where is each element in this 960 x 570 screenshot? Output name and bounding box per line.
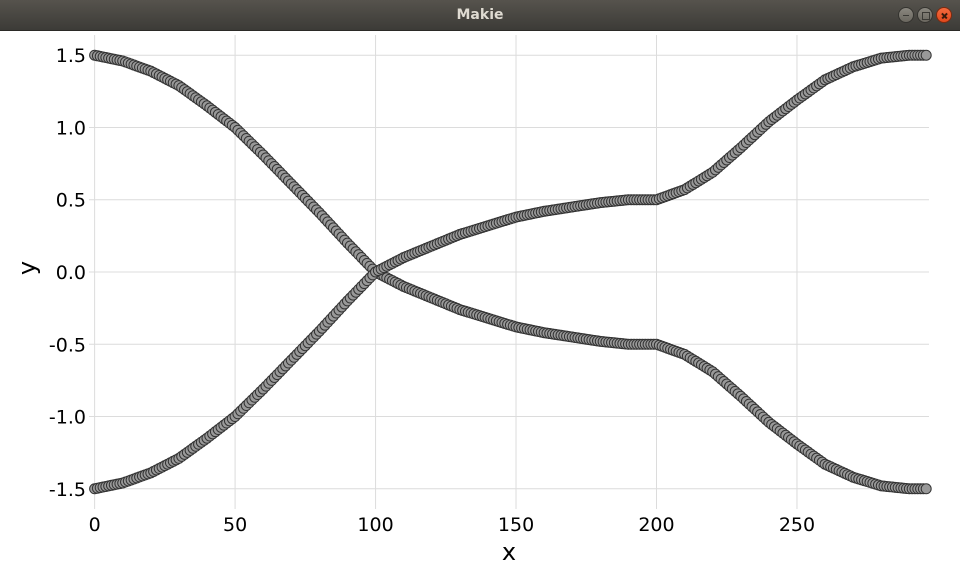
data-points [89,49,932,495]
y-tick-label: 1.0 [56,117,86,139]
x-tick-label: 100 [357,514,393,536]
y-tick-label: -1.0 [49,407,86,429]
window-controls [898,7,952,23]
y-tick-label: 0.0 [56,262,86,284]
x-tick-label: 150 [498,514,534,536]
data-point [920,49,932,61]
x-axis-label: x [502,538,516,566]
series-2 [89,49,932,495]
minimize-icon[interactable] [898,7,914,23]
window-titlebar[interactable]: Makie [0,0,960,31]
x-tick-labels: 0 50 100 150 200 250 [89,514,816,536]
data-point [920,483,932,495]
y-axis-label: y [13,261,41,275]
window-title: Makie [456,7,504,23]
x-tick-label: 200 [638,514,674,536]
close-icon[interactable] [936,7,952,23]
y-tick-label: -0.5 [49,334,86,356]
scatter-plot[interactable]: 0 50 100 150 200 250 1.5 1.0 0.5 0.0 -0.5 -1.0 -1.5… [0,30,960,570]
series-1 [89,49,932,495]
y-tick-labels: 1.5 1.0 0.5 0.0 -0.5 -1.0 -1.5 [49,45,86,501]
y-tick-label: 1.5 [56,45,86,67]
x-tick-label: 50 [223,514,247,536]
y-tick-label: 0.5 [56,190,86,212]
maximize-icon[interactable] [917,7,933,23]
x-tick-label: 250 [779,514,815,536]
x-tick-label: 0 [89,514,101,536]
y-tick-label: -1.5 [49,479,86,501]
